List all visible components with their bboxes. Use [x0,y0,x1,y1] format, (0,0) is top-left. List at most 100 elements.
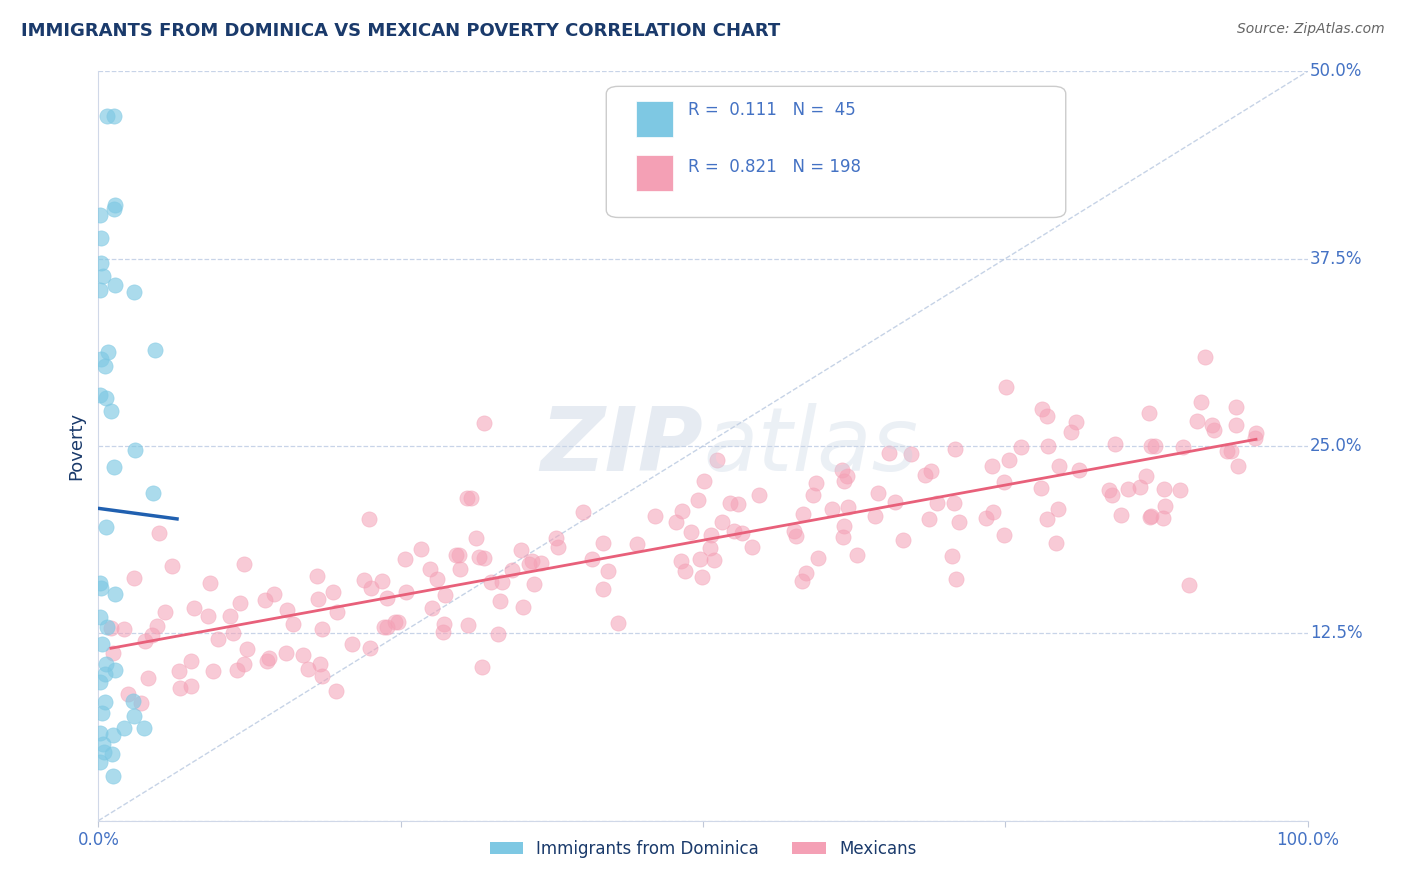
Point [1031,402,1053,417]
Text: 37.5%: 37.5% [1310,250,1362,268]
Point [305,569,328,583]
Point [1227,458,1250,473]
Point [96,620,118,634]
Point [207,632,229,646]
Point [384,615,406,629]
Point [706,453,728,467]
Point [308,592,330,607]
Point [1116,483,1139,497]
Point [914,468,936,483]
Point [945,572,967,586]
Point [918,512,941,526]
Point [832,530,855,544]
Point [89,208,111,222]
Point [353,573,375,587]
Point [134,634,156,648]
Point [100,621,122,635]
Point [104,278,127,293]
Point [1194,350,1216,364]
Point [112,721,135,735]
Point [512,600,534,615]
Point [785,529,807,543]
Point [994,380,1017,394]
Point [322,585,344,599]
Point [198,575,221,590]
Point [359,640,381,655]
Point [943,496,966,510]
Point [219,609,242,624]
Point [256,654,278,668]
Point [183,600,205,615]
Point [96,109,118,123]
Point [846,548,869,562]
Point [468,550,491,565]
Point [794,566,817,580]
Point [1187,415,1209,429]
Point [1101,488,1123,502]
Point [803,488,825,502]
Point [90,255,112,269]
Point [807,550,830,565]
Point [974,511,997,525]
Point [1140,508,1163,523]
Point [419,562,441,576]
Point [700,527,723,541]
Point [225,663,247,677]
Point [202,665,225,679]
Point [472,551,495,566]
Point [101,728,124,742]
Point [90,706,112,720]
Point [581,552,603,566]
Point [89,575,111,590]
Point [1045,535,1067,549]
Point [792,507,814,521]
Text: R =  0.111   N =  45: R = 0.111 N = 45 [689,102,856,120]
Point [309,657,332,672]
Point [598,564,620,578]
Point [153,605,176,619]
Point [169,681,191,695]
Point [89,610,111,624]
Point [1047,502,1070,516]
Point [100,747,122,761]
Point [167,664,190,678]
Point [592,582,614,597]
Point [197,609,219,624]
Point [142,486,165,500]
Point [837,500,859,514]
FancyBboxPatch shape [637,102,672,137]
Point [103,109,125,123]
Point [395,585,418,599]
Point [1201,417,1223,432]
Point [394,552,416,566]
Point [1144,438,1167,452]
Point [673,564,696,578]
Point [509,543,531,558]
Point [1243,431,1265,445]
Point [1152,511,1174,525]
Point [607,615,630,630]
Point [863,508,886,523]
Point [141,628,163,642]
Point [1129,479,1152,493]
Point [523,577,546,591]
Point [375,591,398,606]
Text: 12.5%: 12.5% [1310,624,1362,642]
Point [1029,481,1052,495]
Point [222,625,245,640]
Point [387,615,409,629]
Point [981,505,1004,519]
Point [420,600,443,615]
Point [281,617,304,632]
Point [1135,469,1157,483]
Point [143,343,166,358]
Point [472,416,495,430]
Point [1153,482,1175,496]
Point [426,572,449,586]
Point [103,202,125,217]
Y-axis label: Poverty: Poverty [67,412,86,480]
Point [1047,458,1070,473]
Point [1189,394,1212,409]
Text: IMMIGRANTS FROM DOMINICA VS MEXICAN POVERTY CORRELATION CHART: IMMIGRANTS FROM DOMINICA VS MEXICAN POVE… [21,22,780,40]
FancyBboxPatch shape [606,87,1066,218]
